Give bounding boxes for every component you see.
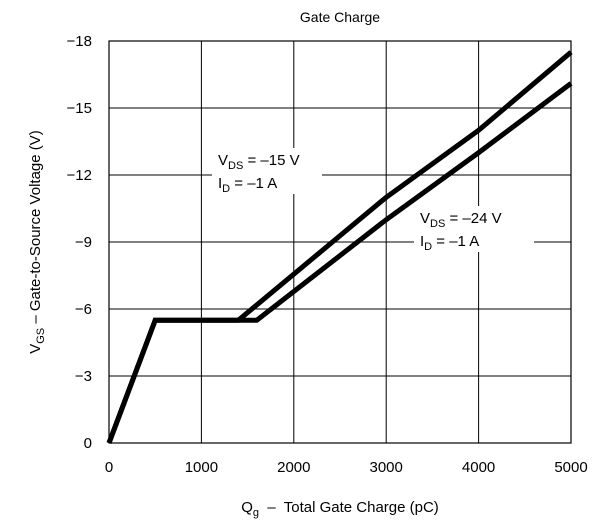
annotation-vds-24-line1: VDS = –24 V <box>420 210 502 230</box>
x-tick-label: 2000 <box>277 459 310 476</box>
x-tick-label: 0 <box>105 459 113 476</box>
x-tick-label: 4000 <box>462 459 495 476</box>
y-tick-label: −3 <box>75 368 92 385</box>
y-tick-label: −15 <box>67 100 92 117</box>
x-tick-label: 3000 <box>370 459 403 476</box>
annotation-vds-24: VDS = –24 V ID = –1 A <box>414 206 534 253</box>
x-tick-label: 1000 <box>185 459 218 476</box>
y-tick-label: −12 <box>67 167 92 184</box>
annotation-vds-15-line2: ID = –1 A <box>218 175 277 195</box>
annotation-vds-24-line2: ID = –1 A <box>420 233 479 253</box>
x-tick-labels: 0 1000 2000 3000 4000 5000 <box>105 459 588 476</box>
y-tick-label: 0 <box>84 435 92 452</box>
annotation-vds-15: VDS = –15 V ID = –1 A <box>212 148 322 195</box>
y-tick-label: −9 <box>75 234 92 251</box>
series-group <box>106 50 573 444</box>
chart-title: Gate Charge <box>300 9 380 25</box>
x-axis-label: Qg – Total Gate Charge (pC) <box>241 499 439 519</box>
plot-frame <box>108 40 572 444</box>
y-tick-labels: 0 −3 −6 −9 −12 −15 −18 <box>67 33 92 452</box>
annotation-vds-15-bg <box>212 148 322 194</box>
x-tick-label: 5000 <box>554 459 587 476</box>
annotation-vds-15-line1: VDS = –15 V <box>218 152 300 172</box>
y-tick-label: −18 <box>67 33 92 50</box>
annotation-vds-24-bg <box>414 206 534 252</box>
y-tick-label: −6 <box>75 301 92 318</box>
series-line-2 <box>106 81 573 444</box>
y-axis-label: VGS – Gate-to-Source Voltage (V) <box>27 130 47 354</box>
